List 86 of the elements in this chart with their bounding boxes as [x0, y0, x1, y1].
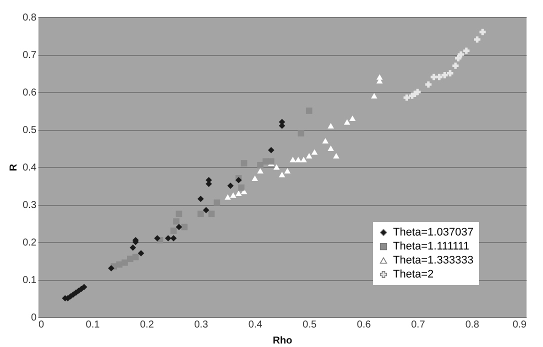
point	[238, 184, 244, 191]
y-tick-label: 0.7	[22, 50, 37, 61]
point	[284, 168, 291, 174]
x-tick-label: 0.3	[194, 320, 209, 330]
point	[252, 176, 258, 181]
point	[333, 153, 340, 158]
point	[224, 194, 231, 200]
x-tick-label: 0.2	[140, 320, 154, 330]
point	[198, 196, 204, 202]
point	[235, 190, 242, 196]
point	[164, 235, 172, 242]
point	[198, 210, 204, 218]
point	[376, 74, 383, 80]
point	[425, 81, 432, 88]
legend-label: Theta=2	[393, 268, 434, 280]
point	[328, 146, 334, 151]
point	[176, 210, 182, 218]
point	[176, 224, 182, 230]
y-tick-label: 0.8	[22, 12, 37, 24]
point	[455, 55, 462, 62]
point	[458, 51, 464, 58]
point	[268, 158, 274, 165]
point	[306, 153, 312, 158]
point	[227, 182, 234, 189]
x-tick-label: 0.7	[411, 320, 426, 330]
point	[181, 224, 188, 230]
point	[214, 199, 220, 206]
x-tick-label: 0.4	[248, 320, 263, 330]
point	[138, 250, 144, 256]
point	[257, 162, 264, 168]
point	[278, 172, 286, 178]
point	[80, 284, 88, 290]
point	[130, 244, 136, 251]
point	[311, 149, 318, 155]
point	[344, 119, 350, 125]
point	[295, 156, 302, 162]
x-tick-label: 0	[38, 320, 44, 330]
y-tick-label: 0.5	[22, 125, 37, 136]
point	[300, 156, 307, 162]
point	[463, 48, 470, 54]
point	[240, 160, 248, 166]
point	[322, 138, 329, 144]
y-tick-label: 0.6	[22, 88, 37, 98]
y-tick-label: 0.1	[22, 275, 37, 286]
x-tick-label: 0.1	[86, 320, 100, 330]
point	[268, 146, 274, 154]
point	[154, 235, 160, 242]
point	[328, 123, 334, 128]
y-tick-label: 0.2	[22, 238, 37, 248]
point	[404, 94, 410, 101]
x-axis-title: Rho	[272, 336, 292, 346]
y-tick-label: 0.4	[22, 162, 37, 174]
y-tick-label: 0	[30, 312, 37, 324]
point	[446, 70, 454, 76]
point	[414, 88, 421, 96]
point	[202, 206, 210, 214]
legend-label: Theta=1.037037	[393, 226, 474, 238]
point	[349, 116, 356, 121]
point	[298, 130, 304, 136]
point	[474, 36, 480, 43]
point	[452, 62, 459, 69]
x-tick-label: 0.6	[356, 320, 372, 330]
point	[371, 93, 378, 98]
y-tick-label: 0.3	[22, 200, 37, 211]
point	[230, 192, 236, 198]
point	[479, 28, 486, 36]
point	[442, 72, 448, 78]
point	[436, 74, 442, 80]
point	[306, 108, 312, 114]
point	[108, 265, 114, 272]
point	[290, 156, 296, 162]
point	[170, 235, 177, 242]
point	[132, 254, 139, 260]
point	[170, 228, 177, 234]
point	[257, 168, 264, 174]
point	[273, 164, 280, 170]
point	[430, 74, 437, 80]
point	[122, 259, 128, 266]
point	[208, 210, 215, 218]
x-tick-label: 0.8	[465, 320, 480, 330]
x-tick-label: 0.9	[512, 320, 527, 330]
point	[173, 218, 180, 225]
legend-label: Theta=1.333333	[393, 254, 474, 266]
x-tick-label: 0.5	[302, 320, 317, 330]
y-axis-title: R	[8, 163, 20, 172]
legend-label: Theta=1.111111	[393, 240, 470, 252]
